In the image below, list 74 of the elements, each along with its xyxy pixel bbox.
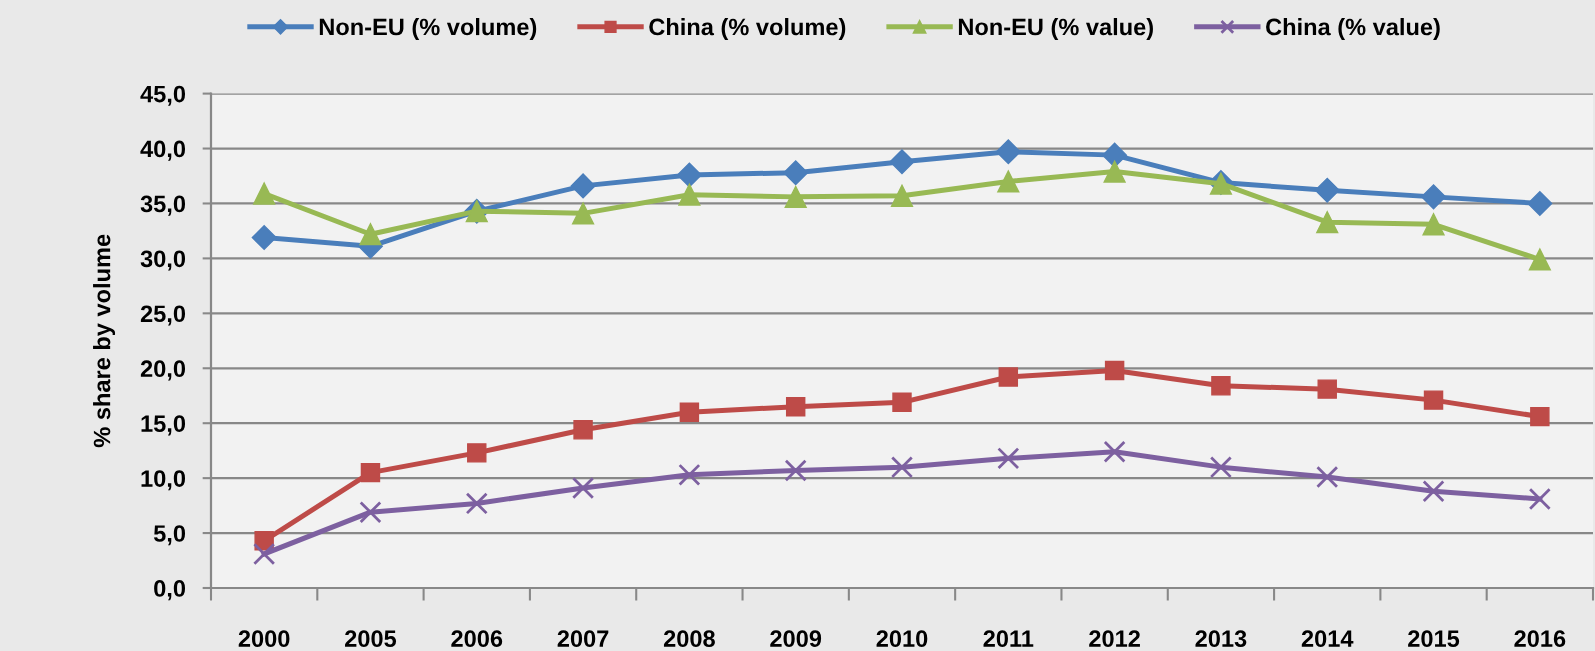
point [784,185,807,208]
y-tick-label: 35,0 [140,195,186,216]
point [571,202,595,225]
x-tick-label: 2007 [557,630,609,648]
y-tick-label: 20,0 [140,360,186,381]
point [892,392,912,413]
y-tick-label: 45,0 [140,85,186,106]
point [1103,160,1126,183]
point [1422,213,1445,236]
point [1423,390,1444,410]
x-tick-label: 2012 [1089,630,1140,648]
point [783,160,809,186]
y-tick-label: 40,0 [140,140,186,161]
x-tick-label: 2011 [983,630,1034,648]
x-tick-label: 2013 [1195,630,1247,648]
point [1316,211,1339,234]
point [998,367,1019,387]
point [890,184,914,207]
x-tick-label: 2010 [876,630,928,648]
y-tick-label: 5,0 [153,525,186,546]
x-tick-label: 2005 [345,630,397,648]
point [253,182,276,205]
point [1422,480,1445,503]
point [678,183,701,206]
point [785,396,806,417]
point [1102,142,1128,168]
point [678,463,701,486]
point [890,456,914,479]
x-tick-label: 2006 [451,630,503,648]
y-tick-label: 15,0 [141,415,186,436]
point [359,501,382,524]
point [1316,465,1339,489]
y-tick-label: 0,0 [154,580,186,601]
point [997,447,1020,470]
point [1528,248,1551,271]
point [1314,177,1340,203]
point [1211,376,1231,396]
point [1209,456,1233,479]
point [573,420,593,440]
x-tick-label: 2009 [770,630,822,648]
x-tick-label: 2008 [663,630,715,648]
y-tick-label: 30,0 [140,250,186,271]
y-tick-label: 10,0 [141,470,186,491]
legend-label: China (% value) [1266,18,1440,40]
point [1104,360,1125,381]
x-tick-label: 2016 [1514,630,1566,648]
point [465,492,488,515]
point [995,139,1021,165]
point [676,162,702,188]
x-tick-label: 2000 [238,630,290,648]
y-tick-label: 25,0 [140,305,186,326]
x-tick-label: 2015 [1408,630,1460,648]
point [571,476,595,500]
point [467,443,487,463]
legend-label: China (% volume) [649,18,846,40]
point [1103,440,1126,463]
point [997,170,1020,193]
point [1317,379,1337,399]
point [784,459,807,482]
point [1527,190,1553,216]
x-tick-label: 2014 [1301,630,1354,648]
point [1421,184,1447,210]
point [1528,487,1551,511]
y-axis-title: % share by volume [93,234,116,448]
point [679,402,700,422]
point [253,542,276,566]
point [359,223,382,246]
legend-label: Non-EU (% volume) [319,18,537,40]
point [889,149,915,175]
point [1530,406,1550,427]
legend-label: Non-EU (% value) [958,18,1153,40]
point [251,225,277,251]
point [360,462,381,483]
point [570,173,596,199]
